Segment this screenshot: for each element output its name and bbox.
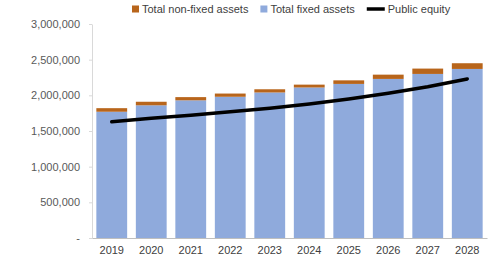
bar: [254, 92, 285, 238]
y-tick-label: 3,000,000: [31, 18, 80, 30]
x-tick-label: 2026: [376, 244, 400, 256]
x-tick-label: 2020: [139, 244, 163, 256]
legend-item: Total fixed assets: [260, 3, 355, 15]
x-axis-line: [93, 238, 488, 239]
bar: [254, 89, 285, 92]
x-tick-label: 2028: [455, 244, 479, 256]
bar: [294, 85, 325, 88]
y-tick-mark: [89, 24, 92, 25]
x-tick: 2025: [337, 238, 361, 256]
x-tick: 2022: [218, 238, 242, 256]
bar: [333, 80, 364, 84]
legend-swatch: [367, 7, 385, 11]
x-tick: 2023: [258, 238, 282, 256]
bar: [294, 87, 325, 238]
y-tick-mark: [89, 95, 92, 96]
x-axis: 2019 2020 2021 2022 2023 2024 2025 2026 2027 2028: [93, 238, 488, 256]
bar: [373, 79, 404, 238]
y-tick-mark: [89, 167, 92, 168]
bar: [452, 69, 483, 238]
y-tick-label: 2,000,000: [31, 89, 80, 101]
legend-swatch: [260, 6, 267, 13]
y-tick-mark: [89, 202, 92, 203]
y-axis: - 500,000 1,000,000 1,500,000 2,000,000 2,500…: [31, 18, 92, 244]
bar: [96, 112, 127, 238]
legend-label: Total non-fixed assets: [142, 3, 249, 15]
chart: - 500,000 1,000,000 1,500,000 2,000,000 2,500…: [0, 0, 493, 273]
legend-label: Public equity: [388, 3, 451, 15]
x-tick-label: 2019: [100, 244, 124, 256]
legend-item: Public equity: [367, 3, 451, 15]
x-tick: 2027: [416, 238, 440, 256]
bar: [215, 97, 246, 238]
bar: [215, 94, 246, 97]
x-tick: 2026: [376, 238, 400, 256]
y-tick-label: 1,000,000: [31, 161, 80, 173]
legend-swatch: [132, 6, 139, 13]
bar: [136, 105, 167, 238]
y-tick-label: -: [76, 232, 80, 244]
y-axis-line: [92, 25, 93, 239]
y-tick-label: 2,500,000: [31, 54, 80, 66]
bar: [333, 84, 364, 238]
y-tick-label: 1,500,000: [31, 125, 80, 137]
x-tick: 2020: [139, 238, 163, 256]
x-tick: 2028: [455, 238, 479, 256]
legend-item: Total non-fixed assets: [132, 3, 249, 15]
bar: [175, 100, 206, 238]
y-tick-mark: [89, 131, 92, 132]
x-tick-label: 2025: [337, 244, 361, 256]
y-tick-label: 500,000: [40, 196, 80, 208]
x-tick: 2019: [100, 238, 124, 256]
y-tick: 2,500,000: [31, 54, 92, 66]
bar: [373, 75, 404, 79]
x-tick: 2024: [297, 238, 321, 256]
y-tick-mark: [89, 60, 92, 61]
bar: [412, 74, 443, 238]
x-tick-label: 2022: [218, 244, 242, 256]
bar: [96, 108, 127, 112]
x-tick-label: 2027: [416, 244, 440, 256]
x-tick-label: 2021: [179, 244, 203, 256]
y-tick-mark: [89, 238, 92, 239]
y-tick: -: [76, 232, 92, 244]
bar: [175, 97, 206, 100]
legend-label: Total fixed assets: [270, 3, 355, 15]
bar: [412, 69, 443, 74]
y-tick: 1,000,000: [31, 161, 92, 173]
y-tick: 1,500,000: [31, 125, 92, 137]
x-tick-label: 2023: [258, 244, 282, 256]
line: [112, 79, 468, 122]
bar: [452, 63, 483, 69]
y-tick: 3,000,000: [31, 18, 92, 30]
y-tick: 500,000: [40, 196, 92, 208]
legend: Total non-fixed assets Total fixed assets…: [132, 3, 451, 15]
y-tick: 2,000,000: [31, 89, 92, 101]
plot-area: [96, 63, 482, 238]
x-tick: 2021: [179, 238, 203, 256]
bar: [136, 102, 167, 106]
x-tick-label: 2024: [297, 244, 321, 256]
